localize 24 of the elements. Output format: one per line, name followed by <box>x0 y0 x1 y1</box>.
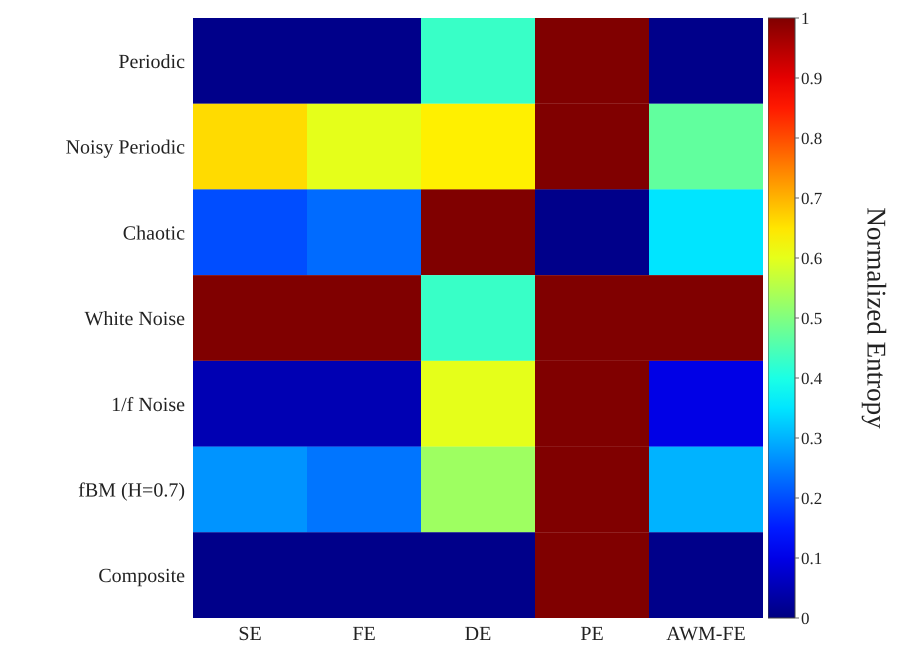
x-tick-label: AWM-FE <box>666 623 746 646</box>
y-tick-label: Chaotic <box>122 222 186 244</box>
y-tick-label: White Noise <box>84 308 186 330</box>
color-bar-label: 0.1 <box>801 549 822 568</box>
y-tick-label: Composite <box>98 565 186 588</box>
y-tick-label: Noisy Periodic <box>66 136 186 159</box>
y-tick-label: fBM (H=0.7) <box>78 480 185 502</box>
color-bar-label: 0.3 <box>801 429 822 448</box>
color-bar-label: 0.6 <box>801 249 822 268</box>
color-bar-label: 1 <box>801 9 810 28</box>
color-bar-label: 0.2 <box>801 489 822 508</box>
x-tick-label: PE <box>580 623 604 646</box>
color-bar-label: 0.7 <box>801 189 823 208</box>
color-bar-label: 0.5 <box>801 309 822 328</box>
color-bar-label: 0 <box>801 609 810 628</box>
color-bar-label: 0.8 <box>801 129 822 148</box>
x-tick-label: SE <box>238 623 262 646</box>
color-bar-title: Normalized Entropy <box>861 207 892 430</box>
y-tick-label: Periodic <box>118 50 186 73</box>
x-tick-label: FE <box>352 623 376 646</box>
y-tick-label: 1/f Noise <box>111 394 186 416</box>
color-bar-label: 0.9 <box>801 69 822 88</box>
x-tick-label: DE <box>464 623 492 646</box>
color-bar-label: 0.4 <box>801 369 823 388</box>
